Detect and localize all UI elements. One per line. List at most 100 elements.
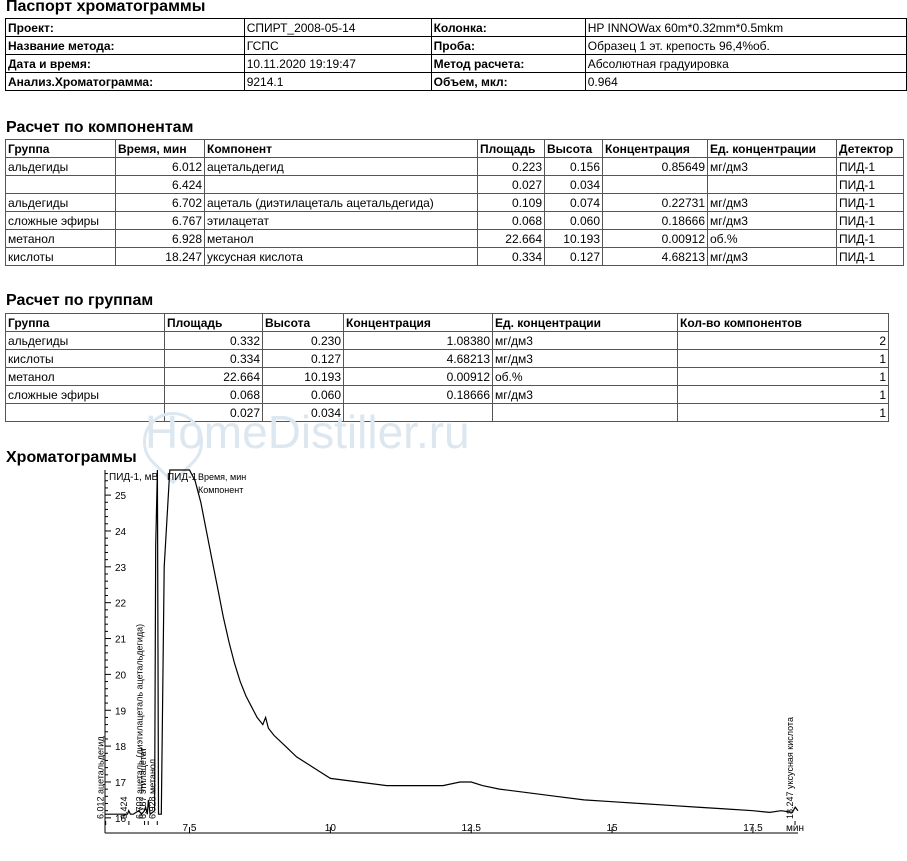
components-cell: 0.027	[477, 175, 545, 194]
components-cell: 6.767	[115, 211, 205, 230]
legend-time: Время, мин	[198, 472, 246, 482]
passport-row: Название метода: ГСПС Проба: Образец 1 эт. …	[5, 36, 907, 55]
passport-v1: 9214.1	[243, 72, 432, 91]
components-cell: 0.109	[477, 193, 545, 212]
components-cell: 22.664	[477, 229, 545, 248]
y-tick-label: 23	[115, 563, 127, 574]
components-cell: ПИД-1	[836, 211, 904, 230]
groups-title: Расчет по группам	[6, 292, 154, 309]
passport-table: Проект: СПИРТ_2008-05-14 Колонка: HP INNOWa…	[5, 18, 907, 91]
components-cell: 0.034	[544, 175, 603, 194]
components-cell: ПИД-1	[836, 193, 904, 212]
groups-cell: 0.18666	[343, 385, 493, 404]
components-cell: ПИД-1	[836, 229, 904, 248]
x-tick-label: 15	[607, 823, 619, 834]
table-row: метанол 6.928 метанол 22.664 10.193 0.00912 об…	[5, 229, 904, 248]
groups-cell: мг/дм3	[492, 331, 678, 350]
chromatogram-trace	[105, 469, 799, 816]
components-cell: 10.193	[544, 229, 603, 248]
passport-v2: Абсолютная градуировка	[584, 54, 907, 73]
components-header: Концентрация	[602, 139, 708, 158]
components-header: Детектор	[836, 139, 904, 158]
groups-cell: альдегиды	[5, 331, 165, 350]
components-cell	[602, 175, 708, 194]
table-row: альдегиды 6.702 ацеталь (диэтилацеталь аце…	[5, 193, 904, 212]
table-row: сложные эфиры 0.068 0.060 0.18666 мг/дм3 1	[5, 385, 889, 404]
components-header: Высота	[544, 139, 603, 158]
groups-cell: 1.08380	[343, 331, 493, 350]
passport-v2: Образец 1 эт. крепость 96,4%об.	[584, 36, 907, 55]
groups-cell: 1	[677, 403, 889, 422]
components-cell: 0.074	[544, 193, 603, 212]
groups-header: Кол-во компонентов	[677, 313, 889, 332]
chromatogram-chart: 16 17 18 19 20 21 22 23 24 25 7.5 10 12.5 15 17.5 ПИД-1…	[96, 469, 804, 834]
components-cell	[707, 175, 837, 194]
components-cell: 6.012	[115, 157, 205, 176]
components-cell	[5, 175, 116, 194]
components-cell: ПИД-1	[836, 175, 904, 194]
groups-cell: 0.068	[164, 385, 263, 404]
components-cell: ПИД-1	[836, 247, 904, 266]
components-cell: 0.156	[544, 157, 603, 176]
groups-cell: 0.034	[262, 403, 344, 422]
components-cell: мг/дм3	[707, 211, 837, 230]
table-row: 0.027 0.034 1	[5, 403, 889, 422]
components-cell: 0.334	[477, 247, 545, 266]
passport-l2: Объем, мкл:	[430, 72, 586, 91]
components-cell: сложные эфиры	[5, 211, 116, 230]
components-cell: альдегиды	[5, 193, 116, 212]
table-row: альдегиды 6.012 ацетальдегид 0.223 0.156 0.85…	[5, 157, 904, 176]
y-tick-label: 21	[115, 635, 127, 646]
components-cell	[204, 175, 478, 194]
x-tick-label: 12.5	[461, 823, 481, 834]
x-unit: мин	[786, 823, 804, 834]
groups-header: Площадь	[164, 313, 263, 332]
passport-v2: HP INNOWax 60m*0.32mm*0.5mkm	[584, 18, 907, 37]
trace-label: ПИД-1	[167, 472, 197, 483]
passport-v1: ГСПС	[243, 36, 432, 55]
components-cell: ПИД-1	[836, 157, 904, 176]
peak-label: 6.424	[119, 796, 129, 819]
y-tick-label: 17	[115, 778, 127, 789]
components-cell: 6.424	[115, 175, 205, 194]
groups-cell: 1	[677, 367, 889, 386]
components-cell: метанол	[204, 229, 478, 248]
groups-cell: 22.664	[164, 367, 263, 386]
groups-cell	[5, 403, 165, 422]
groups-header: Концентрация	[343, 313, 493, 332]
groups-cell: 0.060	[262, 385, 344, 404]
groups-cell: 2	[677, 331, 889, 350]
components-cell: 4.68213	[602, 247, 708, 266]
table-row: сложные эфиры 6.767 этилацетат 0.068 0.060 0.…	[5, 211, 904, 230]
components-cell: 0.223	[477, 157, 545, 176]
components-title: Расчет по компонентам	[6, 119, 194, 136]
groups-cell: 0.334	[164, 349, 263, 368]
passport-v1: 10.11.2020 19:19:47	[243, 54, 432, 73]
table-row: кислоты 18.247 уксусная кислота 0.334 0.127 4…	[5, 247, 904, 266]
peak-label: 6.928 метанол	[147, 759, 157, 819]
legend-component: Компонент	[198, 485, 243, 495]
passport-l1: Название метода:	[5, 36, 245, 55]
y-tick-label: 18	[115, 742, 127, 753]
passport-v2: 0.964	[584, 72, 907, 91]
components-header: Группа	[5, 139, 116, 158]
groups-cell: 10.193	[262, 367, 344, 386]
y-tick-label: 20	[115, 670, 127, 681]
components-cell: мг/дм3	[707, 193, 837, 212]
passport-l1: Дата и время:	[5, 54, 245, 73]
components-cell: 0.068	[477, 211, 545, 230]
passport-l1: Проект:	[5, 18, 245, 37]
passport-l2: Колонка:	[430, 18, 586, 37]
components-cell: кислоты	[5, 247, 116, 266]
groups-cell: 1	[677, 349, 889, 368]
components-cell: ацетальдегид	[204, 157, 478, 176]
table-row: метанол 22.664 10.193 0.00912 об.% 1	[5, 367, 889, 386]
table-row: альдегиды 0.332 0.230 1.08380 мг/дм3 2	[5, 331, 889, 350]
groups-table: Группа Площадь Высота Концентрация Ед. конце…	[5, 313, 889, 422]
components-cell: уксусная кислота	[204, 247, 478, 266]
y-tick-label: 25	[115, 491, 127, 502]
peak-label: 6.767 этилацетат	[138, 747, 148, 819]
chromatograms-title: Хроматограммы	[6, 449, 137, 466]
components-cell: мг/дм3	[707, 247, 837, 266]
peak-label: 6.012 ацетальдегид	[96, 736, 106, 819]
